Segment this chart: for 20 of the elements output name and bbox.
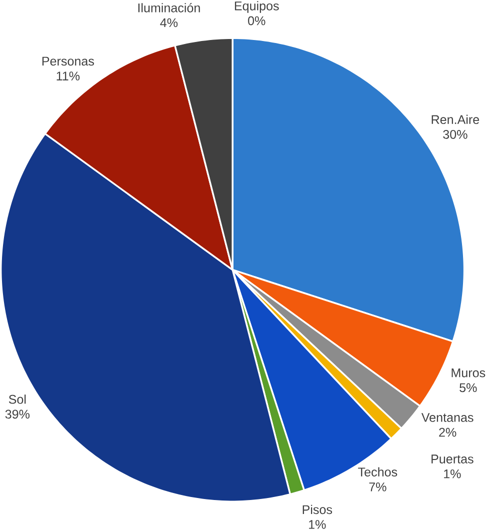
data-label: 5% [460,383,477,392]
slice-label: Techos [358,467,398,476]
text: 0% [248,16,266,26]
data-label: 11% [56,72,80,80]
data-label: 4% [160,18,178,28]
slice-label: Puertas [432,454,474,464]
slice-label: Iluminación [138,2,200,12]
slice-label: Ren.Aire [432,114,480,124]
data-label: 2% [439,428,456,437]
data-label: 1% [444,469,461,478]
slice-label: Sol [9,394,26,404]
data-label: 7% [369,482,386,492]
slice-label: Personas [42,56,94,66]
slice-label: Pisos [302,504,332,514]
category-label: Equipos [235,1,279,13]
data-label: 39% [5,410,30,419]
data-label: 1% [309,520,326,529]
data-label: 30% [443,130,468,139]
slice-label: Ventanas [422,413,474,422]
slice-label: Muros [452,368,486,378]
